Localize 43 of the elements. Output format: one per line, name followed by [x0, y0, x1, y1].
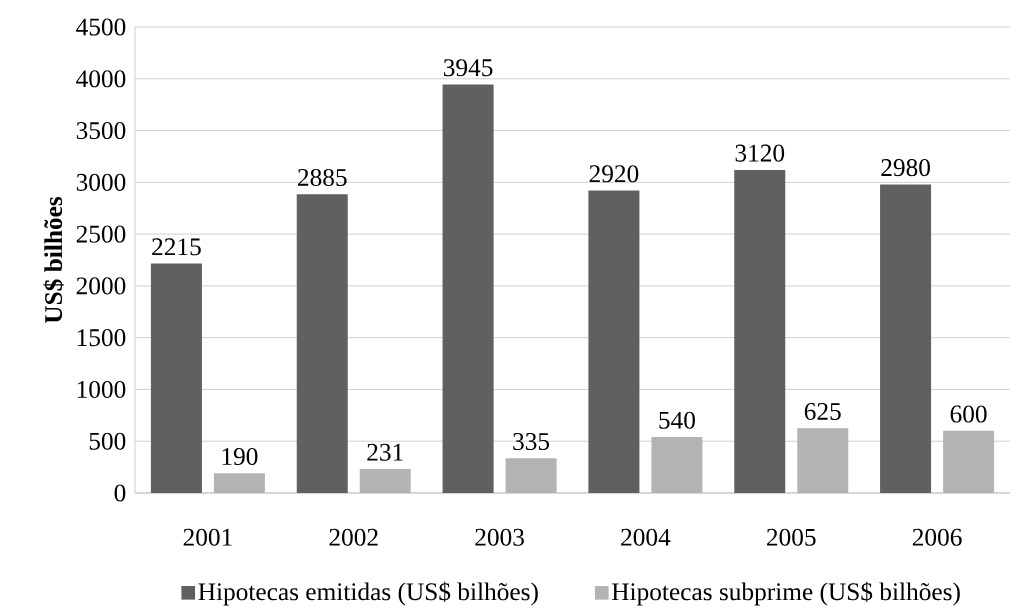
- y-tick-label: 3500: [76, 122, 126, 140]
- y-tick-label: 3000: [76, 173, 126, 191]
- data-label: 231: [367, 443, 403, 461]
- bar: [442, 84, 494, 493]
- x-tick-label: 2004: [621, 528, 671, 546]
- y-tick-label: 1500: [77, 329, 126, 347]
- data-label: 3120: [735, 144, 785, 162]
- data-label: 625: [804, 402, 841, 420]
- x-tick-label: 2006: [912, 528, 962, 546]
- data-label: 600: [950, 405, 987, 423]
- bar: [505, 458, 557, 493]
- bar: [150, 263, 202, 493]
- x-tick-label: 2003: [475, 528, 524, 546]
- data-label: 190: [222, 447, 258, 466]
- data-label: 3945: [443, 59, 493, 77]
- legend-label: Hipotecas subprime (US$ bilhões): [611, 581, 960, 606]
- bar: [588, 190, 640, 493]
- data-label: 2885: [298, 168, 347, 186]
- x-tick-label: 2002: [329, 528, 378, 546]
- y-tick-label: 4500: [76, 18, 126, 36]
- bar: [797, 428, 849, 493]
- y-axis-title: US$ bilhões: [43, 196, 64, 324]
- x-tick-label: 2001: [183, 528, 232, 546]
- x-tick-label: 2005: [767, 528, 816, 546]
- y-tick-label: 0: [114, 484, 126, 502]
- bar: [943, 430, 995, 493]
- legend-label: Hipotecas emitidas (US$ bilhões): [198, 581, 538, 606]
- bar: [213, 473, 265, 493]
- y-tick-label: 2000: [76, 277, 126, 295]
- data-label: 2215: [152, 238, 201, 256]
- y-tick-label: 500: [89, 432, 126, 450]
- data-label: 540: [659, 411, 695, 429]
- data-label: 2920: [589, 165, 639, 183]
- bar: [296, 194, 348, 493]
- bar: [651, 437, 703, 493]
- y-tick-label: 1000: [77, 380, 126, 398]
- data-label: 335: [513, 433, 550, 451]
- y-tick-label: 2500: [76, 225, 126, 243]
- bar: [880, 184, 932, 493]
- data-label: 2980: [881, 159, 930, 177]
- bar: [734, 169, 786, 493]
- y-tick-label: 4000: [76, 70, 126, 88]
- bar: [359, 469, 411, 493]
